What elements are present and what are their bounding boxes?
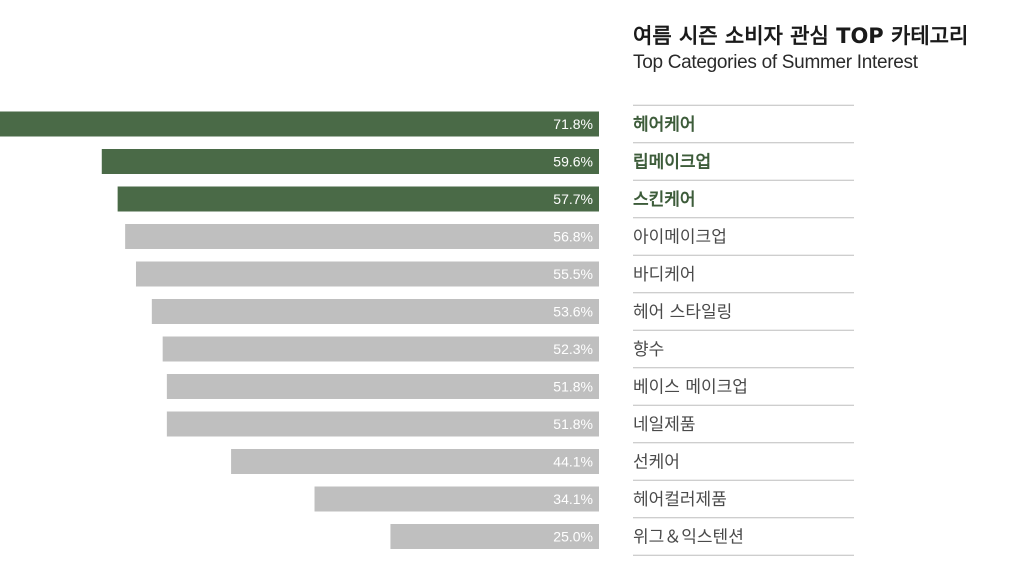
- bar-value-label: 57.7%: [553, 191, 593, 207]
- category-label: 헤어 스타일링: [633, 303, 732, 323]
- category-label: 립메이크업: [633, 153, 711, 173]
- bar: [117, 186, 599, 212]
- category-label: 베이스 메이크업: [633, 378, 748, 398]
- bar: [390, 524, 599, 549]
- bar: [231, 449, 600, 474]
- bar-value-label: 44.1%: [553, 454, 593, 470]
- bar: [151, 299, 600, 324]
- bar: [166, 374, 600, 399]
- bar-value-label: 51.8%: [553, 379, 593, 395]
- bar-value-label: 52.3%: [553, 341, 593, 357]
- bar: [0, 111, 599, 137]
- bar: [166, 411, 600, 437]
- bar-value-label: 25.0%: [553, 529, 593, 545]
- bar: [101, 149, 600, 174]
- bar: [135, 261, 599, 287]
- bar-value-label: 34.1%: [553, 491, 593, 507]
- bar-value-label: 55.5%: [553, 266, 593, 282]
- category-label: 향수: [633, 340, 664, 360]
- bar-value-label: 56.8%: [553, 229, 593, 245]
- category-label: 아이메이크업: [633, 228, 727, 248]
- category-label: 헤어케어: [633, 115, 696, 135]
- category-label: 스킨케어: [633, 190, 696, 210]
- bar-value-label: 71.8%: [553, 116, 593, 132]
- category-label: 선케어: [633, 453, 680, 473]
- bar: [125, 224, 599, 249]
- bar-value-label: 59.6%: [553, 154, 593, 170]
- chart-title: 여름 시즌 소비자 관심 TOP 카테고리: [633, 24, 969, 48]
- category-label: 헤어컬러제품: [633, 490, 727, 510]
- category-label: 바디케어: [633, 265, 696, 285]
- bar-value-label: 53.6%: [553, 304, 593, 320]
- bar: [314, 486, 599, 512]
- category-label: 위그＆익스텐션: [633, 528, 744, 548]
- chart-subtitle: Top Categories of Summer Interest: [633, 52, 918, 73]
- bar-value-label: 51.8%: [553, 416, 593, 432]
- category-label: 네일제품: [633, 415, 696, 435]
- bar: [162, 336, 599, 362]
